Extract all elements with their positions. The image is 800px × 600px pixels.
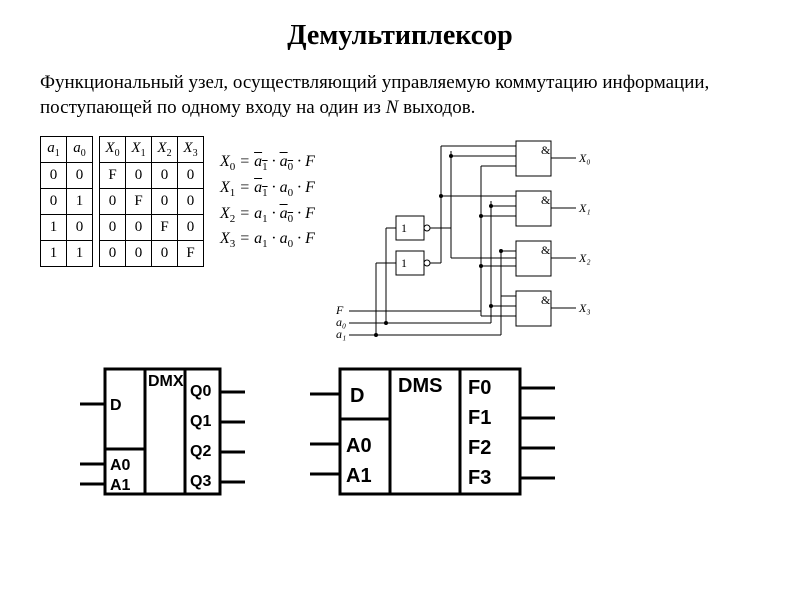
tt-cell: F	[100, 163, 126, 189]
tt-cell: 0	[41, 189, 67, 215]
svg-text:F3: F3	[468, 467, 491, 489]
tt-hdr-x1: X1	[126, 137, 152, 163]
and-gate-3: & X₃	[516, 291, 591, 326]
tt-hdr-x2: X2	[152, 137, 178, 163]
middle-row: a1 a0 00 01 10 11 X0 X1 X2 X3 F000 0F00 …	[40, 136, 760, 346]
svg-text:F2: F2	[468, 437, 491, 459]
svg-text:X₃: X₃	[578, 301, 591, 315]
svg-text:F1: F1	[468, 407, 491, 429]
svg-text:A0: A0	[110, 457, 131, 474]
tt-cell: F	[178, 241, 204, 267]
tt-hdr-a1: a1	[41, 137, 67, 163]
svg-text:A1: A1	[346, 465, 372, 487]
svg-text:A1: A1	[110, 477, 131, 494]
tt-cell: F	[152, 215, 178, 241]
svg-text:X₀: X₀	[578, 151, 591, 165]
bottom-symbol-row: DMX D A0 A1 Q0 Q1 Q2 Q3 DMS D	[40, 364, 760, 504]
svg-text:1: 1	[401, 256, 407, 270]
dmx-symbol: DMX D A0 A1 Q0 Q1 Q2 Q3	[70, 364, 250, 504]
tt-cell: 0	[152, 163, 178, 189]
svg-text:DMX: DMX	[148, 373, 184, 390]
svg-text:D: D	[350, 385, 364, 407]
tt-cell: 1	[67, 241, 93, 267]
tt-cell: 0	[178, 189, 204, 215]
svg-text:Q3: Q3	[190, 473, 211, 490]
and-gate-0: & X₀	[516, 141, 591, 176]
and-gate-2: & X₂	[516, 241, 591, 276]
svg-text:A0: A0	[346, 435, 372, 457]
equation-row: X0 = a1 · a0 · F	[220, 150, 315, 176]
truth-table: a1 a0 00 01 10 11 X0 X1 X2 X3 F000 0F00 …	[40, 136, 204, 267]
svg-text:F0: F0	[468, 377, 491, 399]
dms-symbol: DMS D A0 A1 F0 F1 F2 F3	[300, 364, 560, 504]
tt-cell: 0	[126, 215, 152, 241]
tt-cell: 0	[100, 215, 126, 241]
tt-cell: F	[126, 189, 152, 215]
equation-row: X1 = a1 · a0 · F	[220, 176, 315, 202]
tt-cell: 0	[67, 163, 93, 189]
inverter-a1: 1	[396, 251, 430, 275]
desc-pre: Функциональный узел, осуществляющий упра…	[40, 72, 709, 118]
desc-post: выходов.	[398, 97, 475, 118]
svg-text:&: &	[541, 243, 551, 257]
tt-cell: 0	[41, 163, 67, 189]
svg-text:Q0: Q0	[190, 383, 211, 400]
tt-cell: 0	[126, 241, 152, 267]
svg-text:&: &	[541, 293, 551, 307]
tt-cell: 0	[67, 215, 93, 241]
truth-table-addr: a1 a0 00 01 10 11	[40, 136, 93, 267]
tt-cell: 0	[152, 241, 178, 267]
svg-text:X₁: X₁	[578, 201, 591, 215]
tt-cell: 1	[67, 189, 93, 215]
description: Функциональный узел, осуществляющий упра…	[40, 71, 760, 120]
desc-N: N	[386, 97, 399, 118]
logic-circuit: & X₀ & X₁ & X₂ & X₃	[331, 136, 601, 346]
and-gate-1: & X₁	[516, 191, 591, 226]
equation-row: X2 = a1 · a0 · F	[220, 202, 315, 228]
svg-text:&: &	[541, 193, 551, 207]
tt-hdr-a0: a0	[67, 137, 93, 163]
truth-table-out: X0 X1 X2 X3 F000 0F00 00F0 000F	[99, 136, 204, 267]
svg-text:DMS: DMS	[398, 375, 442, 397]
svg-text:Q2: Q2	[190, 443, 211, 460]
tt-cell: 0	[178, 163, 204, 189]
tt-hdr-x3: X3	[178, 137, 204, 163]
tt-cell: 0	[100, 189, 126, 215]
tt-cell: 0	[152, 189, 178, 215]
equation-row: X3 = a1 · a0 · F	[220, 227, 315, 253]
tt-cell: 0	[178, 215, 204, 241]
tt-cell: 0	[126, 163, 152, 189]
page-title: Демультиплексор	[40, 20, 760, 52]
tt-cell: 0	[100, 241, 126, 267]
svg-text:a₁: a₁	[336, 327, 346, 341]
tt-cell: 1	[41, 215, 67, 241]
tt-hdr-x0: X0	[100, 137, 126, 163]
svg-text:1: 1	[401, 221, 407, 235]
svg-text:&: &	[541, 143, 551, 157]
tt-cell: 1	[41, 241, 67, 267]
equations: X0 = a1 · a0 · F X1 = a1 · a0 · F X2 = a…	[220, 136, 315, 253]
inverter-a0: 1	[396, 216, 430, 240]
svg-text:X₂: X₂	[578, 251, 591, 265]
svg-text:D: D	[110, 397, 122, 414]
svg-text:Q1: Q1	[190, 413, 211, 430]
